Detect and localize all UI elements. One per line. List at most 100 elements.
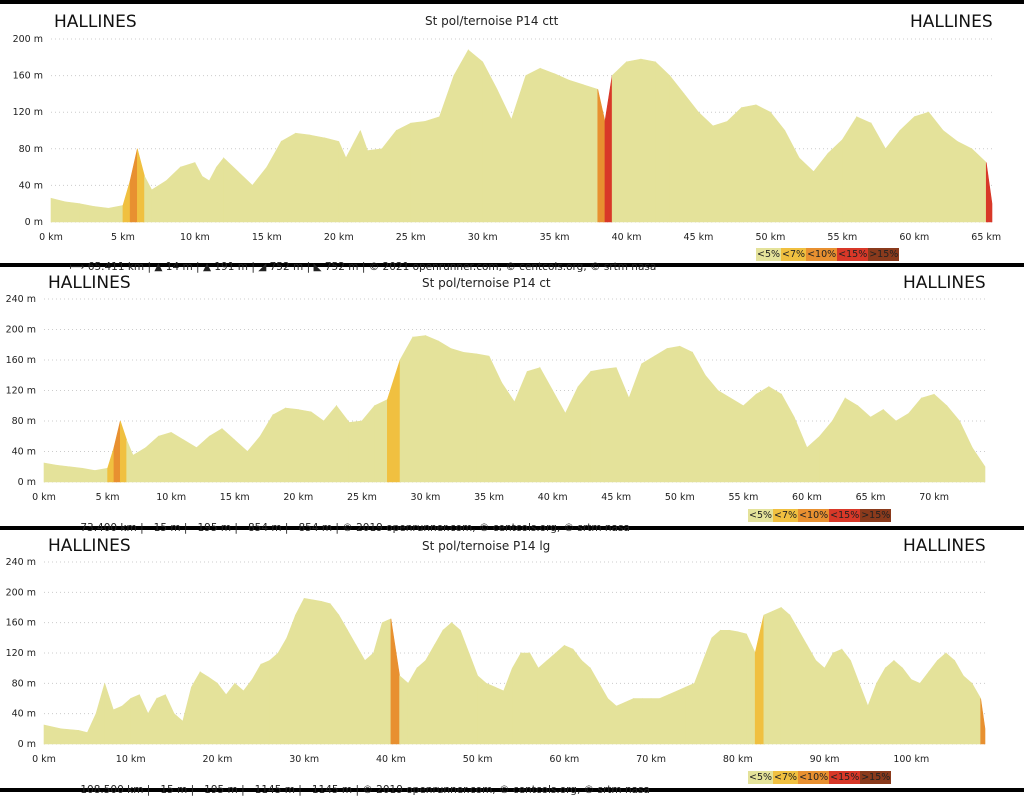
start-label: HALLINES [48, 273, 131, 293]
elevation-segment [147, 697, 158, 745]
elevation-segment [122, 180, 131, 223]
x-tick-label: 20 km [203, 754, 233, 765]
elevation-segment [488, 356, 503, 483]
x-tick-label: 50 km [665, 492, 695, 503]
bottom-border [0, 788, 1024, 792]
x-tick-label: 70 km [919, 492, 949, 503]
elevation-segment [237, 170, 253, 223]
elevation-segment [476, 353, 490, 483]
y-tick-label: 160 m [6, 618, 36, 629]
elevation-segment [69, 466, 83, 483]
ascent-value: 1145 m | [254, 784, 302, 796]
elevation-segment [129, 148, 138, 223]
elevation-segment [577, 370, 592, 483]
elevation-segment [520, 652, 530, 745]
elevation-segment [624, 698, 635, 745]
elevation-segment [908, 397, 922, 483]
max-altitude-value: 191 m | [214, 261, 255, 273]
elevation-segment [598, 682, 609, 745]
legend-item: <7% [773, 771, 799, 784]
elevation-segment [252, 166, 268, 223]
elevation-segment [132, 447, 147, 483]
elevation-segment [424, 116, 440, 223]
elevation-segment [529, 651, 539, 745]
y-tick-label: 240 m [6, 557, 36, 568]
x-tick-label: 15 km [220, 492, 250, 503]
divider [0, 526, 1024, 530]
y-tick-label: 160 m [13, 71, 43, 82]
elevation-segment [79, 203, 95, 223]
legend-item: <10% [798, 509, 830, 522]
elevation-segment [789, 613, 799, 745]
elevation-segment [399, 335, 414, 483]
elevation-segment [642, 698, 652, 745]
legend-item: >15% [868, 248, 900, 261]
elevation-segment [191, 670, 201, 745]
elevation-segment [158, 432, 172, 483]
elevation-segment [928, 659, 938, 745]
elevation-segment [151, 180, 167, 223]
elevation-segment [728, 629, 739, 745]
elevation-segment [501, 381, 515, 483]
elevation-segment [208, 166, 217, 223]
ascent-icon: ◢ [258, 261, 267, 273]
elevation-segment [737, 631, 747, 745]
elevation-segment [921, 393, 935, 483]
x-tick-label: 5 km [96, 492, 120, 503]
elevation-segment [844, 397, 859, 483]
elevation-segment [295, 132, 311, 223]
elevation-segment [303, 598, 314, 745]
elevation-segment [286, 614, 296, 745]
y-tick-label: 40 m [19, 180, 43, 191]
elevation-segment [754, 615, 765, 745]
elevation-segment [919, 671, 929, 745]
elevation-chart: 0 m 40 m 80 m 120 m 160 m 200 m 0 km 5 km 10 km 1… [13, 34, 1002, 243]
elevation-segment [806, 435, 820, 483]
y-tick-label: 0 m [25, 217, 43, 228]
elevation-segment [798, 629, 808, 745]
elevation-segment [381, 129, 397, 223]
elevation-segment [850, 660, 860, 745]
x-tick-label: 10 km [156, 492, 186, 503]
elevation-segment [694, 660, 704, 745]
profile-title: St pol/ternoise P14 ct [422, 276, 551, 290]
elevation-segment [104, 683, 114, 745]
elevation-segment [199, 671, 210, 745]
y-tick-label: 120 m [6, 648, 36, 659]
elevation-segment [781, 393, 795, 483]
x-tick-label: 0 km [32, 492, 56, 503]
descent-value: 854 m | © 2019 openrunner.com, © centcol… [298, 522, 630, 534]
elevation-segment [165, 166, 181, 223]
elevation-segment [312, 599, 322, 745]
elevation-segment [81, 467, 96, 483]
elevation-segment [702, 637, 713, 745]
elevation-segment [94, 467, 108, 483]
min-altitude-value: 14 m | [165, 261, 200, 273]
elevation-segment [65, 201, 81, 223]
elevation-segment [95, 683, 106, 745]
elevation-segment [743, 393, 757, 483]
y-tick-label: 240 m [6, 294, 36, 305]
descent-value: 752 m | © 2021 openrunner.com, © centcol… [324, 261, 657, 273]
legend-item: <15% [837, 248, 869, 261]
elevation-segment [538, 659, 548, 745]
x-tick-label: 10 km [180, 232, 210, 243]
elevation-segment [711, 629, 721, 745]
elevation-segment [626, 58, 642, 223]
elevation-segment [266, 140, 282, 223]
end-label: HALLINES [903, 273, 986, 293]
elevation-segment [985, 162, 993, 223]
elevation-segment [568, 79, 584, 223]
elevation-segment [416, 659, 426, 745]
elevation-segment [295, 598, 305, 745]
elevation-segment [755, 386, 770, 483]
x-tick-label: 35 km [540, 232, 570, 243]
elevation-segment [108, 205, 124, 223]
elevation-segment [512, 651, 522, 745]
elevation-segment [641, 355, 655, 483]
elevation-segment [130, 694, 140, 745]
elevation-segment [201, 175, 210, 223]
elevation-segment [360, 130, 368, 223]
elevation-segment [437, 340, 452, 483]
elevation-segment [827, 138, 843, 223]
